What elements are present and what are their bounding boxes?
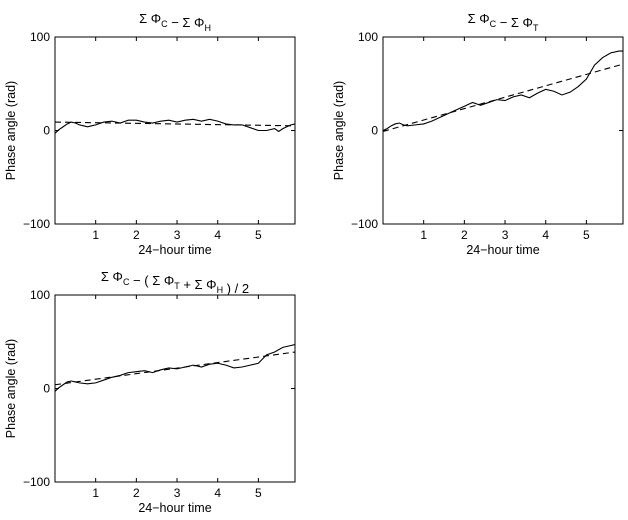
title-segment: Σ Φ — [101, 269, 123, 284]
phase-series-line — [383, 50, 623, 131]
trend-line — [55, 351, 295, 386]
x-tick-label: 3 — [174, 486, 181, 500]
chart-panel-1: 1 2 3 4 5 −100 0 100 24−hour time Phase angle (ra… — [4, 11, 296, 257]
y-tick-label: −100 — [23, 475, 50, 489]
title-segment: Σ Φ — [468, 11, 490, 26]
y-axis-label: Phase angle (rad) — [332, 81, 346, 180]
chart-title: Σ ΦC − Σ ΦT — [468, 11, 539, 33]
y-tick-label: −100 — [23, 217, 50, 231]
y-tick-label: 100 — [358, 30, 378, 44]
x-tick-label: 5 — [255, 486, 262, 500]
x-tick-label: 1 — [420, 228, 427, 242]
title-subscript: H — [217, 285, 224, 295]
y-tick-label: 100 — [30, 30, 50, 44]
plot-frame — [382, 36, 624, 225]
x-tick-label: 3 — [174, 228, 181, 242]
y-tick-label: 0 — [43, 382, 50, 396]
title-segment: − ( Σ Φ — [129, 273, 174, 288]
phase-series-line — [55, 118, 295, 134]
x-tick-label: 1 — [92, 228, 99, 242]
chart-panel-2: 1 2 3 4 5 −100 0 100 24−hour time Phase angle (ra… — [332, 11, 624, 257]
x-tick-label: 5 — [255, 228, 262, 242]
title-subscript: T — [533, 23, 539, 33]
y-axis-label: Phase angle (rad) — [4, 339, 18, 438]
x-tick-label: 2 — [133, 486, 140, 500]
y-tick-label: 100 — [30, 288, 50, 302]
trend-line — [55, 121, 295, 127]
chart-panel-3: 1 2 3 4 5 −100 0 100 24−hour time Phase angle (ra… — [4, 269, 296, 515]
title-subscript: C — [123, 277, 130, 287]
x-tick-label: 1 — [92, 486, 99, 500]
title-subscript: C — [161, 19, 168, 29]
y-tick-label: 0 — [43, 124, 50, 138]
x-axis-label: 24−hour time — [138, 243, 211, 257]
title-subscript: C — [490, 19, 497, 29]
trend-line — [383, 63, 623, 132]
x-tick-label: 5 — [583, 228, 590, 242]
title-segment: − Σ Φ — [168, 15, 205, 30]
x-tick-label: 4 — [542, 228, 549, 242]
chart-title: Σ ΦC − Σ ΦH — [139, 11, 211, 33]
x-axis-label: 24−hour time — [138, 501, 211, 515]
x-axis-label: 24−hour time — [466, 243, 539, 257]
y-axis-label: Phase angle (rad) — [4, 81, 18, 180]
plot-frame — [54, 294, 296, 483]
title-segment: − Σ Φ — [496, 15, 533, 30]
y-tick-label: 0 — [371, 124, 378, 138]
chart-title: Σ ΦC − ( Σ ΦT + Σ ΦH ) / 2 — [101, 269, 249, 296]
x-tick-label: 3 — [502, 228, 509, 242]
phase-series-line — [55, 344, 295, 392]
title-segment: Σ Φ — [139, 11, 161, 26]
title-subscript: H — [204, 23, 211, 33]
title-segment: ) / 2 — [223, 281, 249, 296]
x-tick-label: 2 — [133, 228, 140, 242]
y-tick-label: −100 — [351, 217, 378, 231]
title-subscript: T — [174, 281, 180, 291]
x-tick-label: 2 — [461, 228, 468, 242]
x-tick-label: 4 — [214, 486, 221, 500]
title-segment: + Σ Φ — [180, 277, 217, 292]
x-tick-label: 4 — [214, 228, 221, 242]
